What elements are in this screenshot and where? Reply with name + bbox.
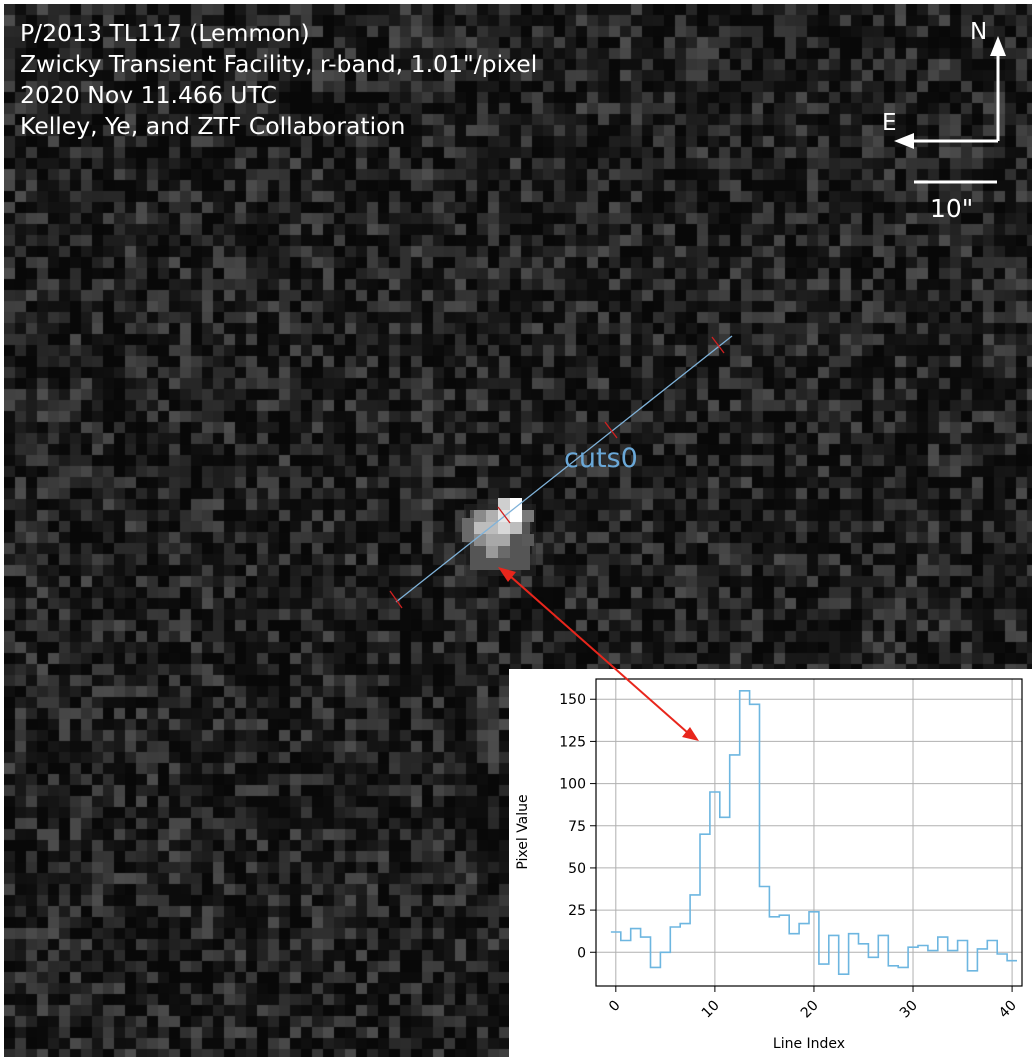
cut-segment: [395, 335, 733, 603]
cut-tick: [604, 421, 618, 439]
annotation-arrowhead-icon: [682, 727, 699, 741]
caption-instrument: Zwicky Transient Facility, r-band, 1.01"…: [20, 50, 538, 78]
y-tick-label: 75: [568, 819, 586, 835]
cut-tick: [497, 506, 511, 524]
caption-object-name: P/2013 TL117 (Lemmon): [20, 19, 310, 47]
cut-tick: [389, 590, 403, 609]
annotation-arrow: [509, 575, 689, 734]
scale-bar: 10": [914, 180, 997, 223]
y-tick-label: 0: [577, 945, 586, 961]
compass-north-label: N: [970, 19, 987, 45]
cut-tick: [711, 336, 725, 354]
x-axis-label: Line Index: [773, 1036, 845, 1052]
annotation-layer: [498, 567, 699, 741]
y-tick-label: 50: [568, 861, 586, 877]
profile-inset: 0 10 20 30 40 0 25 50 75 100 125 150 Line Index Pi…: [509, 669, 1032, 1057]
y-axis-label: Pixel Value: [515, 794, 531, 869]
caption-credits: Kelley, Ye, and ZTF Collaboration: [20, 112, 406, 140]
image-overlay: N E 10": [389, 19, 1006, 609]
chart-frame: [595, 678, 1023, 987]
y-tick-label: 150: [559, 692, 586, 708]
north-arrowhead-icon: [990, 36, 1006, 56]
annotation-arrowhead-icon: [498, 567, 516, 582]
cut-line: cuts0: [389, 335, 733, 609]
caption-date: 2020 Nov 11.466 UTC: [20, 81, 277, 109]
y-axis: 0 25 50 75 100 125 150: [559, 692, 596, 961]
image-caption: P/2013 TL117 (Lemmon) Zwicky Transient F…: [20, 18, 537, 142]
comet-image: P/2013 TL117 (Lemmon) Zwicky Transient F…: [4, 4, 1032, 1057]
compass: N E: [882, 19, 1006, 149]
profile-line: [610, 690, 1017, 975]
compass-east-label: E: [882, 110, 897, 136]
cut-label: cuts0: [564, 443, 638, 474]
y-tick-label: 100: [559, 777, 586, 793]
east-arrowhead-icon: [894, 133, 914, 149]
chart-grid: [596, 679, 1022, 986]
chart-series: [610, 690, 1017, 975]
y-tick-label: 25: [568, 903, 586, 919]
scale-bar-label: 10": [930, 194, 973, 223]
y-tick-label: 125: [559, 734, 586, 750]
